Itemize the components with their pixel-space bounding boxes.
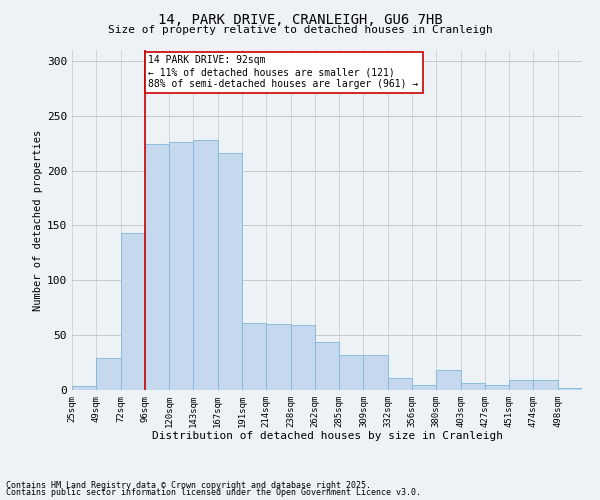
Bar — [339, 355, 364, 390]
Bar — [218, 153, 242, 390]
Bar — [364, 355, 388, 390]
Y-axis label: Number of detached properties: Number of detached properties — [33, 130, 43, 310]
Bar — [461, 384, 485, 390]
Bar — [169, 142, 193, 390]
Bar — [96, 358, 121, 390]
Text: 14 PARK DRIVE: 92sqm
← 11% of detached houses are smaller (121)
88% of semi-deta: 14 PARK DRIVE: 92sqm ← 11% of detached h… — [149, 56, 419, 88]
Bar — [121, 233, 145, 390]
Bar — [72, 386, 96, 390]
Bar — [290, 326, 315, 390]
Text: Contains HM Land Registry data © Crown copyright and database right 2025.: Contains HM Land Registry data © Crown c… — [6, 480, 371, 490]
Bar — [242, 323, 266, 390]
Bar — [509, 380, 533, 390]
Bar — [436, 370, 461, 390]
Bar — [485, 384, 509, 390]
Text: Size of property relative to detached houses in Cranleigh: Size of property relative to detached ho… — [107, 25, 493, 35]
Bar — [558, 388, 582, 390]
Text: 14, PARK DRIVE, CRANLEIGH, GU6 7HB: 14, PARK DRIVE, CRANLEIGH, GU6 7HB — [158, 12, 442, 26]
Text: Contains public sector information licensed under the Open Government Licence v3: Contains public sector information licen… — [6, 488, 421, 497]
X-axis label: Distribution of detached houses by size in Cranleigh: Distribution of detached houses by size … — [151, 432, 503, 442]
Bar — [193, 140, 218, 390]
Bar — [266, 324, 290, 390]
Bar — [388, 378, 412, 390]
Bar — [315, 342, 339, 390]
Bar — [145, 144, 169, 390]
Bar — [533, 380, 558, 390]
Bar — [412, 384, 436, 390]
